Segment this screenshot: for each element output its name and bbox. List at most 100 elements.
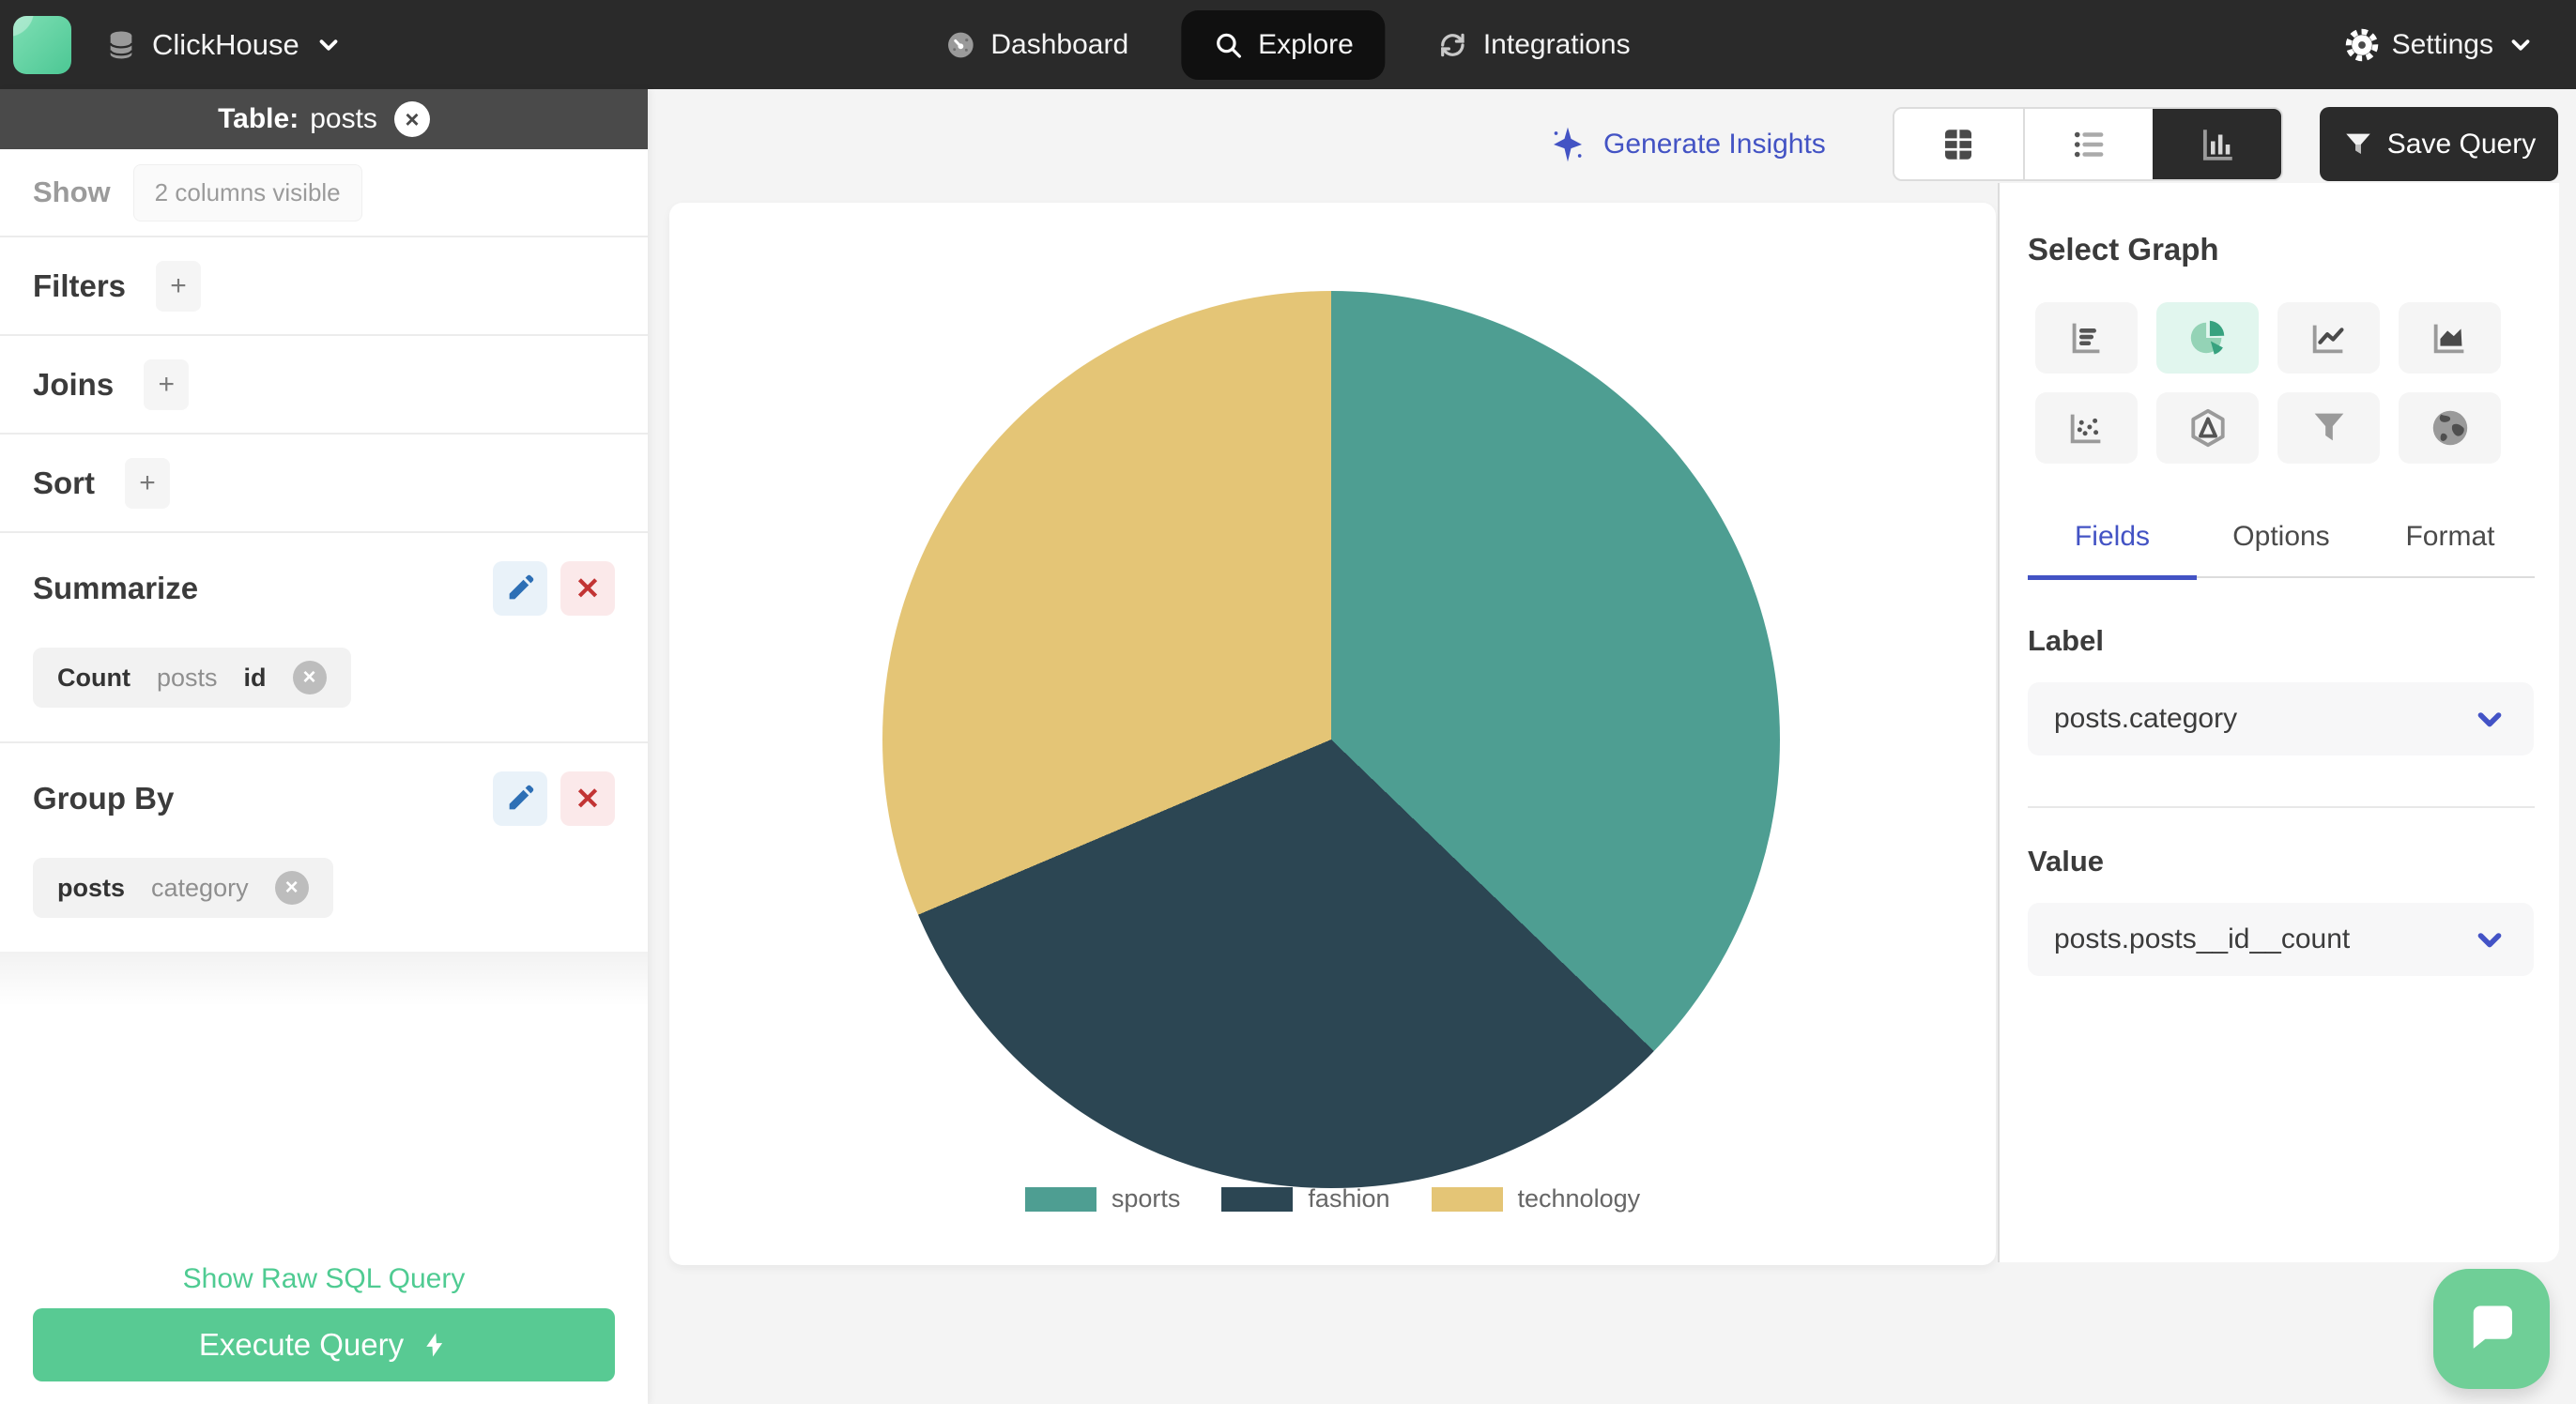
graph-type-pie-chart[interactable] [2156,302,2259,374]
top-navbar: ClickHouse Dashboard Explore [0,0,2576,89]
columns-visible-badge[interactable]: 2 columns visible [132,163,362,221]
chevron-down-icon [314,31,343,59]
edit-summarize-button[interactable] [493,561,547,616]
pie-chart-icon [2186,316,2230,359]
legend-item-fashion[interactable]: fashion [1221,1184,1390,1213]
tab-options[interactable]: Options [2232,521,2330,552]
select-graph-title: Select Graph [2028,232,2219,267]
graph-type-globe-map[interactable] [2399,392,2501,464]
nav-dashboard[interactable]: Dashboard [945,29,1128,61]
pie-chart[interactable] [882,291,1780,1188]
settings-menu[interactable]: Settings [2345,28,2576,62]
chip-column: id [243,663,267,692]
remove-summarize-button[interactable]: ✕ [560,561,615,616]
save-query-button[interactable]: Save Query [2320,107,2558,181]
gear-icon [2345,28,2379,62]
lightning-icon [421,1331,449,1359]
graph-type-grid [2035,302,2532,464]
value-heading: Value [2028,845,2104,878]
bar-chart-icon [2198,125,2237,164]
table-view-button[interactable] [1894,109,2023,179]
divider [0,741,648,743]
show-raw-sql-link[interactable]: Show Raw SQL Query [182,1263,466,1294]
chevron-down-icon [2472,922,2507,957]
save-query-label: Save Query [2386,128,2537,160]
globe-icon [2429,406,2472,450]
table-icon [1939,125,1978,164]
settings-label: Settings [2391,28,2493,60]
nav-dashboard-label: Dashboard [990,28,1129,60]
database-selector[interactable]: ClickHouse [105,28,343,62]
label-field-dropdown[interactable]: posts.category [2028,682,2534,755]
generate-insights-link[interactable]: Generate Insights [1549,107,1826,181]
graph-type-radar-chart[interactable] [2156,392,2259,464]
scroll-fade [0,952,648,1006]
group-by-label: Group By [33,781,175,816]
summarize-chip[interactable]: Count posts id [33,648,351,708]
view-toggle-group [1893,107,2283,181]
legend-item-sports[interactable]: sports [1024,1184,1181,1213]
chart-view-button[interactable] [2153,109,2281,179]
chart-card: sports fashion technology [669,203,1996,1265]
graph-type-bar-chart[interactable] [2035,302,2138,374]
funnel-icon [2308,406,2351,450]
sort-section: Sort + [0,435,648,531]
add-sort-button[interactable]: + [125,457,170,509]
group-by-section: Group By ✕ posts category [0,743,648,952]
graph-type-line-chart[interactable] [2277,302,2380,374]
nav-explore-label: Explore [1258,28,1354,60]
table-name: posts [310,103,377,134]
add-filter-button[interactable]: + [156,260,202,312]
divider [0,334,648,336]
legend-item-technology[interactable]: technology [1431,1184,1641,1213]
legend-label: technology [1517,1184,1641,1213]
label-field-value: posts.category [2054,703,2238,734]
nav-explore[interactable]: Explore [1181,9,1386,80]
edit-group-by-button[interactable] [493,771,547,826]
pencil-icon [504,572,536,604]
funnel-icon [2342,129,2374,160]
database-name: ClickHouse [152,27,299,61]
tab-fields[interactable]: Fields [2028,521,2197,580]
area-chart-icon [2429,316,2472,359]
table-header-prefix: Table: [218,103,299,134]
x-icon: ✕ [575,572,601,605]
chat-widget-button[interactable] [2433,1269,2550,1389]
radar-chart-icon [2186,406,2230,450]
legend-label: sports [1111,1184,1181,1213]
bar-chart-icon [2065,316,2108,359]
chip-column: category [151,873,249,902]
sort-label: Sort [33,465,95,500]
remove-chip-icon[interactable] [274,871,309,905]
chip-aggregate: Count [57,663,130,692]
remove-chip-icon[interactable] [292,661,327,694]
database-icon [105,29,137,61]
gauge-icon [945,30,975,60]
value-field-dropdown[interactable]: posts.posts__id__count [2028,903,2534,976]
search-icon [1213,30,1243,60]
graph-type-area-chart[interactable] [2399,302,2501,374]
add-join-button[interactable]: + [144,359,190,410]
execute-query-button[interactable]: Execute Query [33,1308,615,1381]
x-icon: ✕ [575,782,601,816]
filters-label: Filters [33,267,127,303]
remove-group-by-button[interactable]: ✕ [560,771,615,826]
chevron-down-icon [2472,701,2507,737]
joins-label: Joins [33,366,115,402]
scatter-plot-icon [2065,406,2108,450]
refresh-icon [1438,30,1468,60]
nav-integrations[interactable]: Integrations [1438,29,1631,61]
legend-swatch [1024,1186,1096,1212]
list-view-button[interactable] [2022,109,2154,179]
divider [2028,806,2535,808]
main-nav: Dashboard Explore Integrations [945,0,1631,89]
tab-format[interactable]: Format [2405,521,2495,552]
graph-type-funnel-chart[interactable] [2277,392,2380,464]
chip-table: posts [57,873,126,902]
group-by-chip[interactable]: posts category [33,858,333,918]
legend-swatch [1221,1186,1294,1212]
close-table-button[interactable] [393,101,430,137]
graph-type-scatter-plot[interactable] [2035,392,2138,464]
filters-section: Filters + [0,237,648,334]
